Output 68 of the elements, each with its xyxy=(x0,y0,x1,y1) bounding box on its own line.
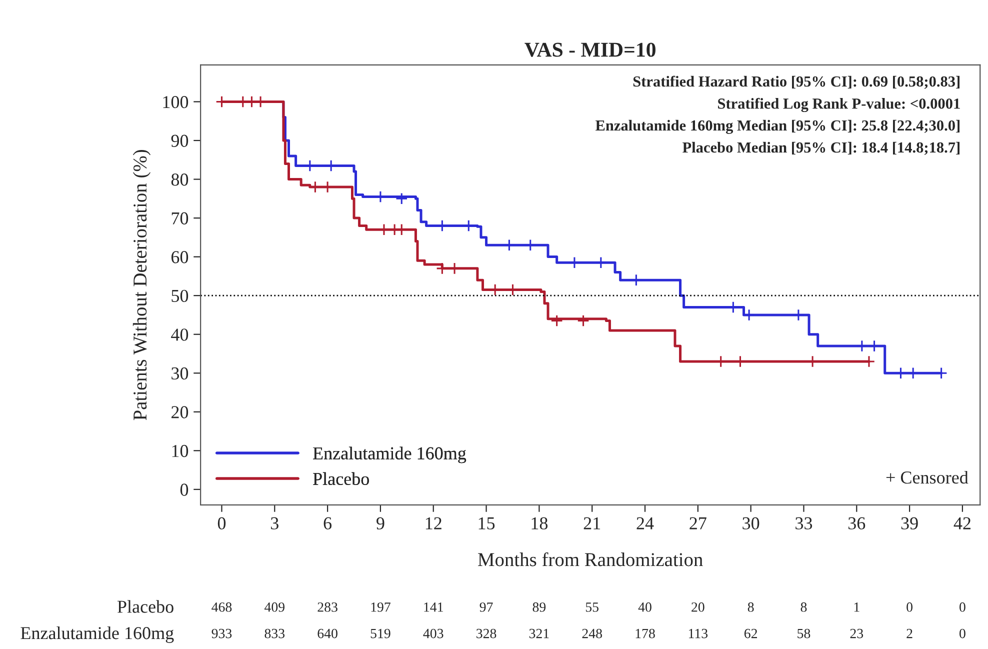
x-tick-label: 6 xyxy=(324,517,332,530)
y-tick-label: 0 xyxy=(180,484,188,496)
text: 0 xyxy=(906,602,912,612)
text: 640 xyxy=(318,628,338,638)
x-tick-label: 9 xyxy=(376,517,384,530)
text: 0 xyxy=(960,628,966,638)
annotation: Enzalutamide 160mg Median [95% CI]: 25.8 [22.4;30.0] xyxy=(596,120,960,134)
x-tick-label: 21 xyxy=(584,517,600,530)
text: 62 xyxy=(744,628,757,638)
y-tick-label: 20 xyxy=(171,406,188,418)
text: 1 xyxy=(854,602,860,612)
annotation: Placebo Median [95% CI]: 18.4 [14.8;18.7] xyxy=(682,142,960,155)
text: 403 xyxy=(423,628,444,638)
x-tick-label: 0 xyxy=(218,517,226,530)
legend-label: Enzalutamide 160mg xyxy=(313,446,466,464)
text: 519 xyxy=(370,628,390,638)
y-tick-label: 30 xyxy=(172,367,188,380)
text: 178 xyxy=(636,628,655,638)
text: Placebo xyxy=(117,600,174,613)
legend-label: Placebo xyxy=(313,472,369,486)
x-tick-label: 3 xyxy=(270,517,278,530)
annotation: + Censored xyxy=(886,470,968,484)
text: 933 xyxy=(212,628,232,638)
text: 283 xyxy=(318,602,338,612)
text: 97 xyxy=(480,602,493,612)
text: 2 xyxy=(906,628,912,638)
annotation: Stratified Log Rank P-value: <0.0001 xyxy=(718,98,960,112)
y-tick-label: 40 xyxy=(171,328,188,341)
x-tick-label: 18 xyxy=(532,517,548,530)
y-axis-title: Patients Without Deterioration (%) xyxy=(132,150,151,420)
y-tick-label: 100 xyxy=(163,96,188,108)
text: 89 xyxy=(532,602,546,612)
x-tick-label: 33 xyxy=(796,517,812,530)
y-tick-label: 90 xyxy=(171,134,188,147)
text: 113 xyxy=(688,628,708,638)
text: 833 xyxy=(264,628,285,638)
text: 248 xyxy=(582,628,602,638)
x-tick-label: 30 xyxy=(742,517,760,530)
text: 0 xyxy=(960,602,966,612)
y-tick-label: 10 xyxy=(172,444,188,458)
x-tick-label: 12 xyxy=(426,517,442,530)
x-tick-label: 36 xyxy=(848,517,866,530)
text: 321 xyxy=(529,628,549,638)
chart-title: VAS - MID=10 xyxy=(524,42,656,57)
text: 197 xyxy=(371,602,390,612)
text: 40 xyxy=(638,602,652,612)
x-tick-label: 24 xyxy=(636,517,654,530)
y-tick-label: 60 xyxy=(171,251,188,264)
annotation: Stratified Hazard Ratio [95% CI]: 0.69 [0.58;0.83] xyxy=(633,76,960,89)
x-tick-label: 39 xyxy=(901,517,918,530)
text: 23 xyxy=(850,628,864,638)
text: 58 xyxy=(798,628,810,638)
x-axis-title: Months from Randomization xyxy=(478,552,703,566)
text: 20 xyxy=(692,602,704,612)
text: 141 xyxy=(424,602,443,612)
text: 55 xyxy=(586,602,598,612)
y-tick-label: 50 xyxy=(172,290,188,302)
y-tick-label: 70 xyxy=(172,212,188,224)
x-tick-label: 42 xyxy=(954,517,970,530)
text: 328 xyxy=(476,628,496,638)
x-tick-label: 15 xyxy=(478,517,495,530)
text: 468 xyxy=(212,602,232,612)
x-tick-label: 27 xyxy=(690,517,706,530)
text: 8 xyxy=(800,602,807,612)
y-tick-label: 80 xyxy=(171,174,188,186)
text: 409 xyxy=(264,602,284,612)
text: Enzalutamide 160mg xyxy=(20,626,174,643)
text: 8 xyxy=(748,602,754,612)
